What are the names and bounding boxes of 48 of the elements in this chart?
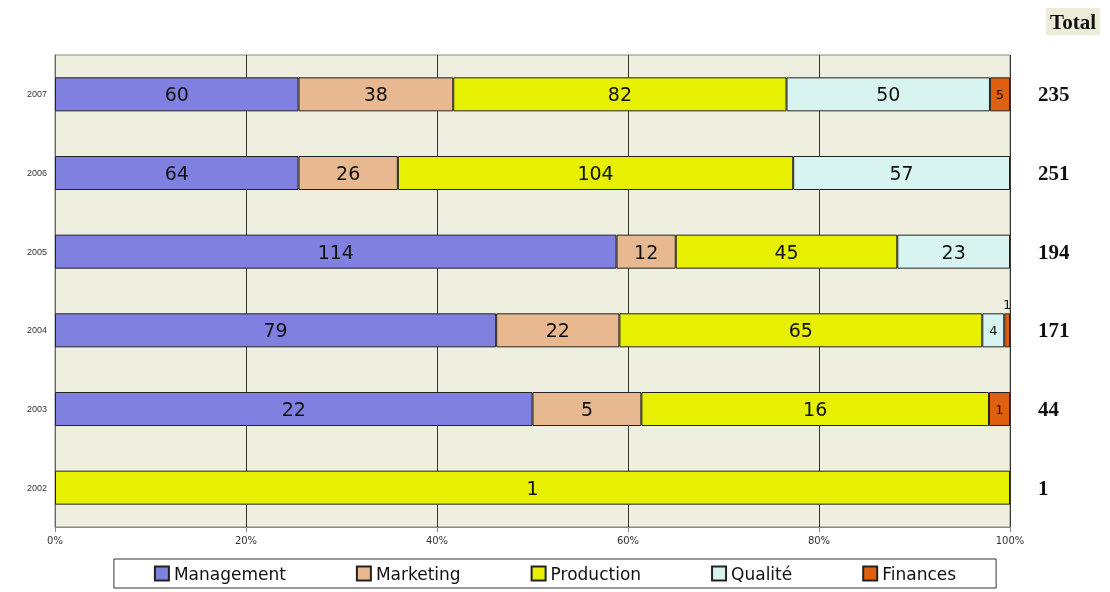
- text: 251: [1038, 161, 1070, 185]
- text: 1: [1038, 475, 1049, 500]
- annotation: 45: [774, 240, 799, 263]
- legend-label: Production: [550, 563, 642, 584]
- annotation: 1: [1002, 296, 1012, 312]
- x-tick-label: 100%: [995, 534, 1025, 546]
- annotation: 22: [545, 319, 570, 342]
- text: Total: [1050, 9, 1097, 34]
- annotation: 4: [989, 322, 998, 338]
- annotation: 16: [803, 398, 828, 420]
- annotation: 1: [526, 476, 539, 499]
- legend-label: Management: [173, 563, 287, 584]
- y-tick-label: 2006: [26, 168, 47, 178]
- text: 194: [1038, 239, 1070, 264]
- annotation: 60: [164, 83, 189, 106]
- annotation: 104: [577, 162, 614, 184]
- y-tick-label: 2005: [26, 246, 47, 257]
- annotation: 12: [634, 240, 659, 263]
- text: 44: [1038, 397, 1060, 421]
- bar: [55, 470, 1010, 505]
- annotation: 64: [164, 162, 189, 184]
- legend-label: Marketing: [375, 563, 461, 584]
- annotation: 57: [889, 162, 914, 184]
- annotation: 1: [995, 401, 1004, 417]
- text: 171: [1038, 318, 1070, 343]
- annotation: 82: [607, 83, 632, 106]
- x-tick-label: 60%: [616, 534, 640, 546]
- x-tick-label: 80%: [807, 534, 831, 546]
- y-tick-label: 2004: [26, 325, 47, 336]
- x-tick-label: 20%: [234, 534, 258, 546]
- y-tick-label: 2002: [26, 482, 47, 493]
- annotation: 5: [995, 86, 1005, 102]
- legend-label: Finances: [882, 563, 957, 584]
- annotation: 50: [876, 83, 901, 106]
- annotation: 5: [580, 398, 593, 420]
- y-tick-label: 2003: [26, 404, 47, 414]
- annotation: 79: [263, 319, 288, 342]
- annotation: 26: [336, 162, 361, 184]
- annotation: 22: [281, 398, 306, 420]
- annotation: 23: [941, 240, 966, 263]
- x-tick-label: 0%: [47, 534, 63, 546]
- text: 235: [1038, 82, 1070, 107]
- annotation: 114: [317, 240, 354, 263]
- x-tick-label: 40%: [425, 534, 449, 546]
- annotation: 38: [363, 83, 388, 106]
- legend-label: Qualité: [731, 563, 793, 584]
- y-tick-label: 2007: [26, 89, 47, 100]
- annotation: 65: [788, 319, 813, 342]
